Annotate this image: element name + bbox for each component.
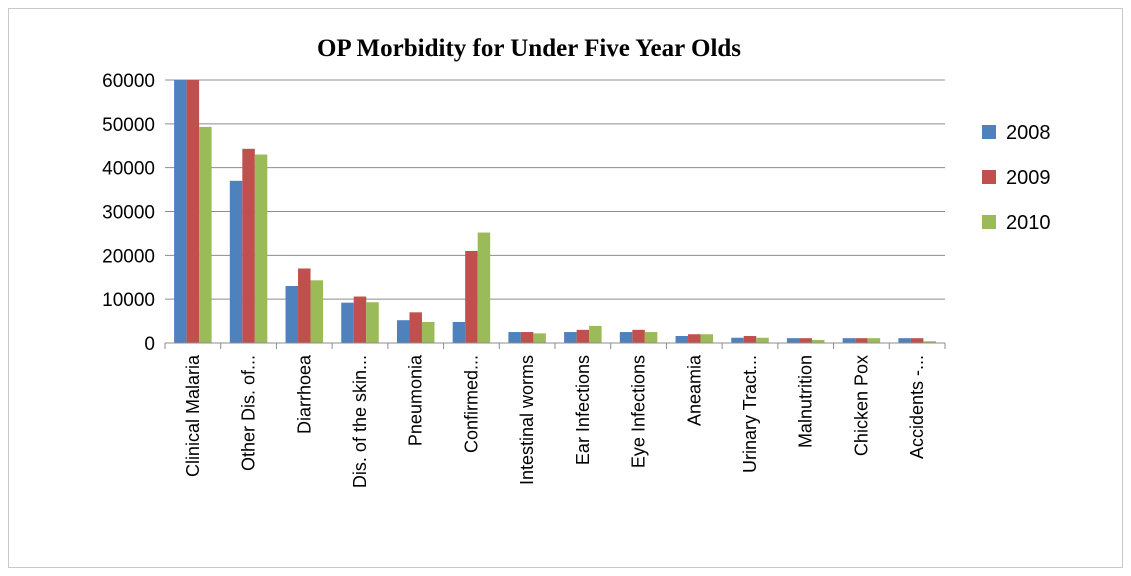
x-category-label: Intestinal worms [517, 355, 537, 485]
bar-2008-11 [786, 338, 800, 343]
bar-2009-12 [855, 338, 868, 343]
bar-2008-7 [564, 332, 577, 343]
bar-2010-6 [533, 333, 546, 343]
bar-2009-6 [520, 332, 534, 343]
legend: 2008 2009 2010 [982, 122, 1051, 234]
bar-2010-10 [756, 337, 769, 343]
bar-2008-12 [842, 338, 856, 343]
x-axis [164, 342, 946, 349]
bar-2008-6 [508, 332, 521, 343]
chart-title: OP Morbidity for Under Five Year Olds [317, 35, 741, 62]
bar-2008-0 [174, 80, 187, 343]
legend-swatch-2010 [982, 215, 996, 229]
bar-2009-8 [632, 329, 645, 343]
bar-2010-1 [254, 154, 268, 343]
legend-label: 2008 [1006, 122, 1051, 144]
y-tick-label: 50000 [102, 115, 155, 136]
y-tick-label: 10000 [102, 290, 155, 311]
bar-2008-3 [341, 302, 354, 343]
bar-2009-5 [465, 250, 478, 343]
bar-2010-0 [199, 126, 212, 343]
x-category-label: Diarrhoea [294, 354, 314, 434]
bar-2009-4 [409, 312, 422, 343]
bar-2010-3 [366, 302, 379, 343]
bar-2010-8 [644, 332, 658, 343]
bar-2010-13 [923, 341, 936, 343]
bar-2010-2 [310, 280, 324, 343]
bar-2009-2 [298, 268, 311, 343]
x-category-label: Accidents -... [907, 355, 927, 459]
bar-2009-11 [799, 338, 812, 343]
x-category-label: Urinary Tract... [740, 355, 760, 473]
bar-2010-11 [811, 339, 825, 343]
y-tick-label: 60000 [102, 71, 155, 92]
bar-2008-1 [229, 180, 243, 343]
y-tick-label: 40000 [102, 159, 155, 180]
bar-2008-8 [619, 332, 633, 343]
x-category-label: Dis. of the skin... [350, 355, 370, 488]
x-category-label: Eye Infections [629, 355, 649, 468]
bar-2009-0 [186, 80, 200, 343]
y-tick-label: 30000 [102, 203, 155, 224]
x-category-label: Malnutrition [796, 355, 816, 448]
bar-2008-13 [898, 338, 911, 343]
x-category-label: Confirmed... [461, 355, 481, 453]
y-tick-label: 0 [144, 334, 155, 355]
x-axis-labels: Clinical Malaria Other Dis. of... Diarrhoe… [183, 354, 927, 488]
bars [174, 80, 936, 343]
bar-2010-7 [589, 325, 602, 343]
bar-2009-3 [353, 296, 367, 343]
legend-swatch-2008 [982, 125, 996, 139]
bar-2010-4 [421, 321, 435, 343]
x-category-label: Other Dis. of... [239, 355, 259, 471]
bar-2008-2 [285, 286, 299, 343]
y-tick-label: 20000 [102, 246, 155, 267]
bar-2009-7 [576, 329, 590, 343]
bar-2009-1 [242, 148, 255, 343]
y-axis-ticks: 0 10000 20000 30000 40000 50000 60000 [102, 71, 155, 355]
bar-2008-9 [675, 335, 689, 343]
x-category-label: Clinical Malaria [183, 354, 203, 477]
bar-2008-4 [396, 320, 410, 343]
bar-2008-5 [452, 321, 466, 343]
bar-2010-5 [477, 232, 491, 343]
bar-2010-12 [867, 338, 881, 343]
bar-2009-13 [910, 338, 924, 343]
legend-label: 2009 [1006, 167, 1051, 189]
bar-2009-10 [743, 335, 757, 343]
x-category-label: Aneamia [684, 354, 704, 426]
bar-2010-9 [700, 334, 714, 343]
x-category-label: Pneumonia [406, 354, 426, 446]
legend-label: 2010 [1006, 212, 1051, 234]
x-category-label: Ear Infections [573, 355, 593, 465]
x-category-label: Chicken Pox [851, 355, 871, 456]
bar-2008-10 [731, 337, 744, 343]
legend-swatch-2009 [982, 170, 996, 184]
gridlines [165, 79, 945, 300]
bar-2009-9 [688, 334, 701, 343]
